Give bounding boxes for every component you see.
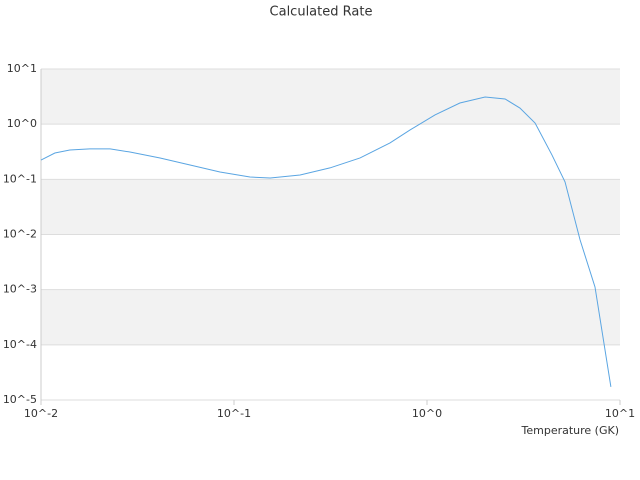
y-tick-label: 10^1 <box>7 62 37 75</box>
grid-band <box>41 179 620 235</box>
grid-band <box>41 69 620 125</box>
x-tick-label: 10^-2 <box>24 407 58 420</box>
y-tick-label: 10^-5 <box>3 393 37 406</box>
grid-bands <box>41 69 620 345</box>
y-tick-label: 10^-4 <box>3 338 37 351</box>
y-tick-label: 10^-3 <box>3 283 37 296</box>
y-tick-label: 10^-1 <box>3 172 37 185</box>
grid-band <box>41 289 620 345</box>
data-line <box>40 96 612 387</box>
y-tick-label: 10^0 <box>7 117 37 130</box>
x-tick-label: 10^1 <box>605 407 635 420</box>
chart-title: Calculated Rate <box>270 5 373 20</box>
x-axis-label: Temperature (GK) <box>521 424 620 437</box>
y-tick-label: 10^-2 <box>3 228 37 241</box>
x-tick-label: 10^0 <box>412 407 442 420</box>
x-tick-label: 10^-1 <box>217 407 251 420</box>
